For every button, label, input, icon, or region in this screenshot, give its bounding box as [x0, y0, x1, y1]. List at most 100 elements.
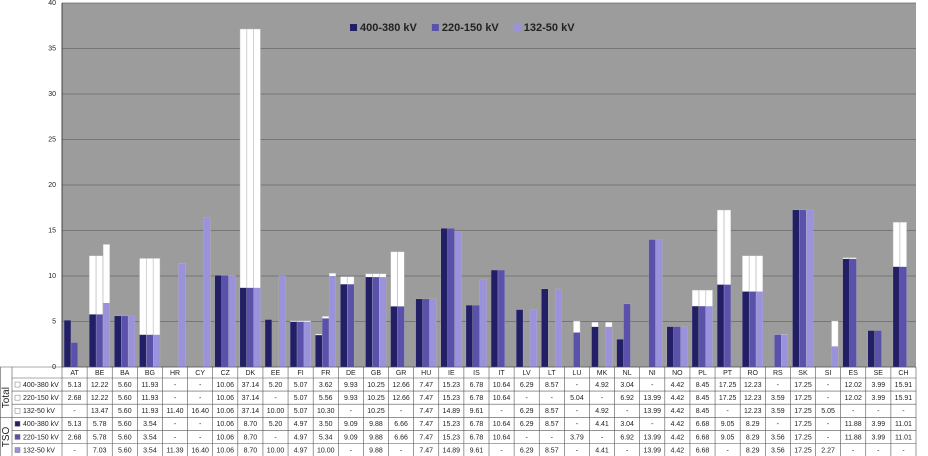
- table-cell: 3.62: [319, 382, 333, 389]
- table-cell: 4.97: [294, 421, 308, 428]
- table-cell: 13.47: [91, 408, 109, 415]
- tso-bar: [429, 299, 437, 367]
- tso-bar: [573, 332, 581, 367]
- table-cell: 6.78: [470, 382, 484, 389]
- table-cell: 16.40: [191, 447, 209, 454]
- table-cell: 7.47: [419, 434, 433, 441]
- tso-bar: [781, 334, 788, 367]
- tso-bar: [692, 306, 699, 367]
- tso-bar: [530, 309, 537, 367]
- table-cell: 10.25: [367, 382, 385, 389]
- tso-bar: [178, 263, 186, 367]
- row-label: 220-150 kV: [23, 434, 59, 441]
- tso-bar: [516, 309, 523, 367]
- tso-bar: [867, 330, 875, 367]
- table-cell: 2.68: [68, 395, 82, 402]
- x-tick-label: AT: [70, 370, 79, 377]
- table-cell: 6.66: [394, 421, 408, 428]
- table-cell: 17.25: [794, 382, 812, 389]
- x-tick-label: LV: [523, 370, 531, 377]
- tso-bar: [114, 316, 122, 367]
- x-tick-label: MK: [597, 370, 608, 377]
- x-tick-label: GB: [371, 370, 381, 377]
- table-cell: 4.97: [294, 434, 308, 441]
- table-cell: 5.60: [118, 421, 132, 428]
- tso-bar: [874, 330, 882, 367]
- tso-bar: [139, 334, 147, 367]
- table-cell: 14.89: [443, 447, 461, 454]
- y-tick-label: 15: [48, 227, 56, 234]
- tso-bar: [655, 239, 663, 367]
- tso-bar: [555, 289, 562, 367]
- table-cell: 5.07: [294, 382, 308, 389]
- table-cell: 7.47: [419, 447, 433, 454]
- table-cell: 5.07: [294, 395, 308, 402]
- table-cell: 4.92: [595, 382, 609, 389]
- row-label: 400-380 kV: [23, 421, 59, 428]
- table-cell: 5.78: [93, 421, 107, 428]
- table-cell: -: [73, 408, 76, 415]
- table-cell: -: [551, 395, 554, 402]
- row-swatch: [14, 394, 21, 401]
- x-tick-label: RO: [747, 370, 758, 377]
- row-swatch: [14, 408, 21, 414]
- x-tick-label: EE: [271, 370, 281, 377]
- x-tick-label: BG: [145, 370, 155, 377]
- table-cell: 3.50: [319, 421, 333, 428]
- tso-bar: [297, 321, 304, 367]
- table-cell: 3.99: [872, 382, 886, 389]
- table-cell: 9.93: [344, 382, 358, 389]
- table-cell: 2.27: [821, 447, 835, 454]
- table-cell: 6.68: [696, 447, 710, 454]
- table-cell: 9.61: [470, 447, 484, 454]
- tso-bar: [899, 266, 907, 367]
- x-tick-label: SK: [798, 370, 808, 377]
- x-tick-label: BA: [120, 370, 130, 377]
- row-swatch: [14, 447, 21, 453]
- tso-bar: [724, 284, 731, 367]
- table-cell: 4.41: [595, 421, 609, 428]
- table-cell: 5.34: [319, 434, 333, 441]
- x-tick-label: HU: [421, 370, 431, 377]
- group-label: TSO: [1, 426, 12, 447]
- tso-bar: [842, 258, 850, 367]
- y-tick-label: 35: [48, 45, 56, 52]
- table-cell: 15.23: [443, 395, 461, 402]
- table-cell: 7.47: [419, 421, 433, 428]
- tso-bar: [221, 275, 229, 367]
- table-cell: 12.66: [392, 395, 410, 402]
- table-cell: 8.70: [244, 421, 258, 428]
- x-tick-label: CH: [898, 370, 908, 377]
- table-cell: 3.99: [872, 434, 886, 441]
- table-cell: -: [526, 434, 529, 441]
- tso-bar: [372, 277, 380, 367]
- legend-swatch: [350, 24, 357, 31]
- tso-bar: [774, 334, 781, 367]
- table-cell: 4.42: [671, 421, 685, 428]
- table-cell: -: [777, 421, 780, 428]
- table-cell: 15.91: [895, 395, 913, 402]
- tso-bar: [479, 279, 487, 367]
- table-cell: 6.78: [470, 434, 484, 441]
- legend-label: 132-50 kV: [524, 22, 575, 34]
- tso-bar: [648, 239, 656, 367]
- tso-bar: [322, 318, 329, 367]
- table-cell: 11.93: [141, 408, 158, 415]
- table-cell: -: [902, 408, 905, 415]
- table-cell: 13.99: [643, 408, 661, 415]
- table-cell: 17.25: [794, 421, 812, 428]
- table-cell: -: [626, 408, 629, 415]
- tso-bar: [304, 321, 311, 367]
- table-cell: 6.29: [520, 421, 534, 428]
- table-cell: -: [626, 447, 629, 454]
- x-tick-label: FI: [298, 370, 304, 377]
- table-cell: 9.88: [369, 421, 383, 428]
- table-cell: 6.29: [520, 408, 534, 415]
- table-cell: 5.05: [821, 408, 835, 415]
- tso-bar: [893, 266, 900, 367]
- table-cell: -: [400, 447, 403, 454]
- x-tick-label: SI: [825, 370, 832, 377]
- legend-label: 220-150 kV: [442, 22, 500, 34]
- table-cell: 10.30: [317, 408, 335, 415]
